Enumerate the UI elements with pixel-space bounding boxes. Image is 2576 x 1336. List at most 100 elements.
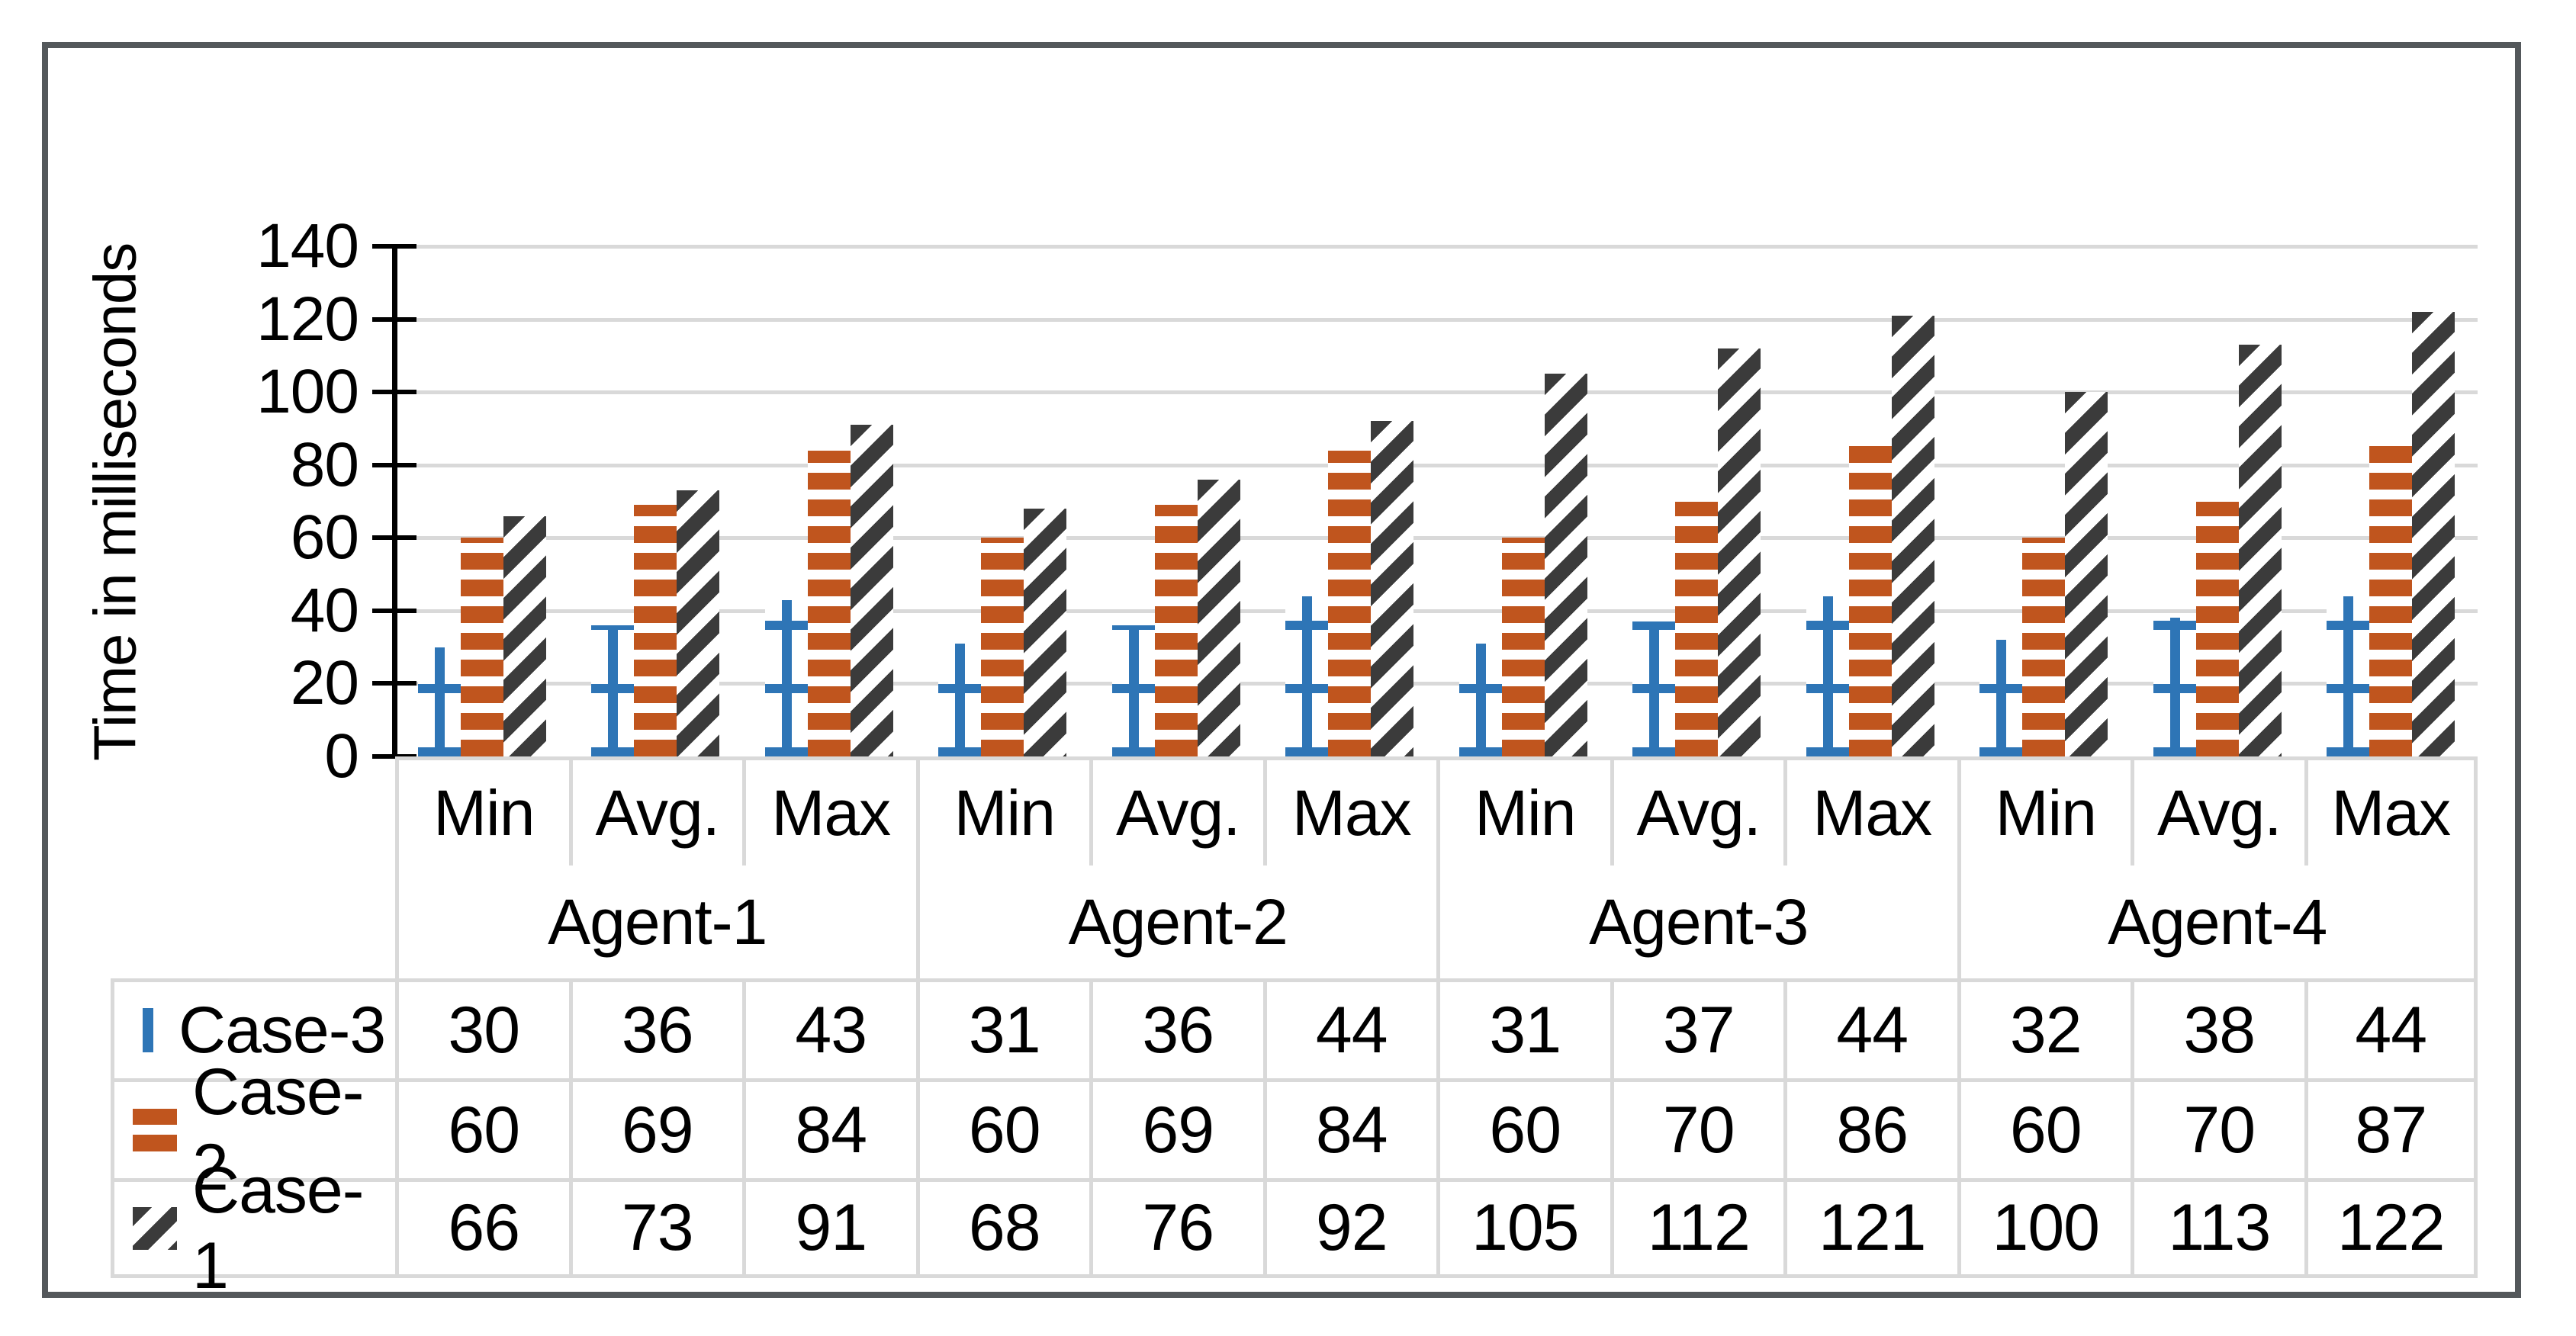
y-tick-80 xyxy=(372,462,416,467)
value-cell-case-3-5: 36 xyxy=(1089,978,1263,1078)
value-cell-case-3-2: 36 xyxy=(568,978,742,1078)
y-axis-line xyxy=(392,246,397,759)
legend-cell-case-2: Case-2 xyxy=(111,1055,395,1204)
y-tick-0 xyxy=(372,754,416,759)
value-cell-case-1-12: 122 xyxy=(2304,1178,2478,1278)
value-cell-case-1-8: 112 xyxy=(1610,1178,1783,1278)
series-name: Case-2 xyxy=(192,1055,364,1204)
value-cell-case-2-10: 60 xyxy=(1957,1078,2131,1178)
bar-case-2-agent-2-max xyxy=(1328,450,1372,756)
category-header-cell: Max xyxy=(2304,756,2478,866)
legend-cell-case-1: Case-1 xyxy=(111,1154,395,1302)
bar-case-2-agent-1-max xyxy=(807,450,851,756)
bar-cluster-Agent-2-Max xyxy=(1263,246,1437,756)
bar-case-1-agent-4-avg xyxy=(2238,345,2282,756)
bar-cluster-Agent-4-Min xyxy=(1957,246,2131,756)
y-tick-120 xyxy=(372,316,416,322)
y-tick-label-120: 120 xyxy=(256,284,359,354)
bar-case-2-agent-3-max xyxy=(1848,443,1892,756)
value-cell-case-3-11: 38 xyxy=(2131,978,2304,1078)
value-cell-case-1-7: 105 xyxy=(1436,1178,1610,1278)
value-cell-case-3-6: 44 xyxy=(1262,978,1436,1078)
bar-cluster-Agent-4-Avg. xyxy=(2131,246,2304,756)
value-cell-case-2-3: 84 xyxy=(742,1078,916,1178)
legend-cell-case-3: Case-3 xyxy=(111,978,395,1078)
gridline-100 xyxy=(395,390,2478,395)
bar-case-3-agent-4-avg xyxy=(2153,618,2196,756)
bar-cluster-Agent-1-Max xyxy=(742,246,916,756)
agent-header-cell: Agent-2 xyxy=(915,866,1437,978)
bar-case-3-agent-1-avg xyxy=(591,625,635,756)
bar-case-1-agent-3-min xyxy=(1544,374,1587,756)
category-header-cell: Min xyxy=(395,756,569,866)
bar-case-3-agent-2-max xyxy=(1285,596,1329,756)
gridline-40 xyxy=(395,609,2478,613)
y-tick-label-40: 40 xyxy=(290,575,359,645)
bar-case-1-agent-2-min xyxy=(1024,509,1067,756)
gridline-60 xyxy=(395,536,2478,541)
y-tick-60 xyxy=(372,535,416,541)
plot-area: 0 20 40 60 80 100 120 140 xyxy=(256,214,2478,788)
category-header-cell: Max xyxy=(1783,756,1957,866)
value-cell-case-1-2: 73 xyxy=(568,1178,742,1278)
value-cell-case-3-1: 30 xyxy=(395,978,569,1078)
bar-case-3-agent-4-max xyxy=(2327,596,2370,756)
value-cell-case-1-4: 68 xyxy=(915,1178,1089,1278)
y-tick-label-60: 60 xyxy=(290,503,359,573)
bar-case-3-agent-1-max xyxy=(764,599,808,756)
value-cell-case-1-11: 113 xyxy=(2131,1178,2304,1278)
y-tick-140 xyxy=(372,244,416,249)
value-cell-case-2-11: 70 xyxy=(2131,1078,2304,1178)
value-cell-case-2-7: 60 xyxy=(1436,1078,1610,1178)
bar-case-1-agent-4-max xyxy=(2412,312,2455,756)
value-cell-case-2-5: 69 xyxy=(1089,1078,1263,1178)
y-tick-20 xyxy=(372,681,416,686)
y-tick-label-0: 0 xyxy=(324,721,359,791)
value-cell-case-3-7: 31 xyxy=(1436,978,1610,1078)
value-cell-case-1-1: 66 xyxy=(395,1178,569,1278)
gridline-20 xyxy=(395,682,2478,686)
bar-case-1-agent-1-max xyxy=(850,425,893,756)
value-cell-case-3-9: 44 xyxy=(1783,978,1957,1078)
bar-case-1-agent-3-avg xyxy=(1718,348,1761,756)
bar-case-2-agent-1-avg xyxy=(634,505,677,756)
bar-case-2-agent-4-max xyxy=(2369,439,2413,756)
bar-case-3-agent-2-avg xyxy=(1111,625,1155,756)
bar-case-1-agent-3-max xyxy=(1891,315,1934,756)
value-cell-case-2-12: 87 xyxy=(2304,1078,2478,1178)
value-cell-case-3-12: 44 xyxy=(2304,978,2478,1078)
bar-cluster-Agent-1-Avg. xyxy=(569,246,743,756)
bar-case-1-agent-2-max xyxy=(1371,421,1414,756)
data-table: Min Avg. Max Min Avg. Max Min Avg. Max Min Avg. Max… xyxy=(111,756,2478,1302)
y-tick-40 xyxy=(372,608,416,613)
table-header-spacer xyxy=(111,756,395,978)
value-cell-case-2-9: 86 xyxy=(1783,1078,1957,1178)
value-cell-case-1-10: 100 xyxy=(1957,1178,2131,1278)
agent-header-cell: Agent-4 xyxy=(1957,866,2478,978)
value-cell-case-1-3: 91 xyxy=(742,1178,916,1278)
bar-cluster-Agent-3-Min xyxy=(1436,246,1610,756)
category-header-cell: Min xyxy=(1436,756,1610,866)
series-name: Case-1 xyxy=(192,1153,364,1302)
value-cell-case-3-4: 31 xyxy=(915,978,1089,1078)
y-tick-label-140: 140 xyxy=(256,211,359,281)
y-tick-100 xyxy=(372,390,416,395)
bar-case-3-agent-1-min xyxy=(417,647,461,756)
category-header-cell: Avg. xyxy=(2131,756,2304,866)
bar-case-2-agent-2-avg xyxy=(1154,505,1198,756)
agent-header-cell: Agent-1 xyxy=(395,866,916,978)
y-tick-label-100: 100 xyxy=(256,357,359,427)
value-cell-case-1-6: 92 xyxy=(1262,1178,1436,1278)
bar-case-3-agent-2-min xyxy=(938,643,982,756)
bar-cluster-Agent-1-Min xyxy=(395,246,569,756)
bar-case-1-agent-1-min xyxy=(503,515,546,756)
value-cell-case-2-6: 84 xyxy=(1262,1078,1436,1178)
value-cell-case-3-8: 37 xyxy=(1610,978,1783,1078)
bar-case-3-agent-3-avg xyxy=(1632,621,1676,756)
category-header-cell: Avg. xyxy=(1610,756,1783,866)
gridline-140 xyxy=(395,245,2478,249)
bar-cluster-Agent-3-Avg. xyxy=(1610,246,1784,756)
bar-case-2-agent-2-min xyxy=(981,538,1024,756)
bar-case-1-agent-1-avg xyxy=(677,490,720,756)
bar-case-3-agent-4-min xyxy=(1979,640,2023,756)
